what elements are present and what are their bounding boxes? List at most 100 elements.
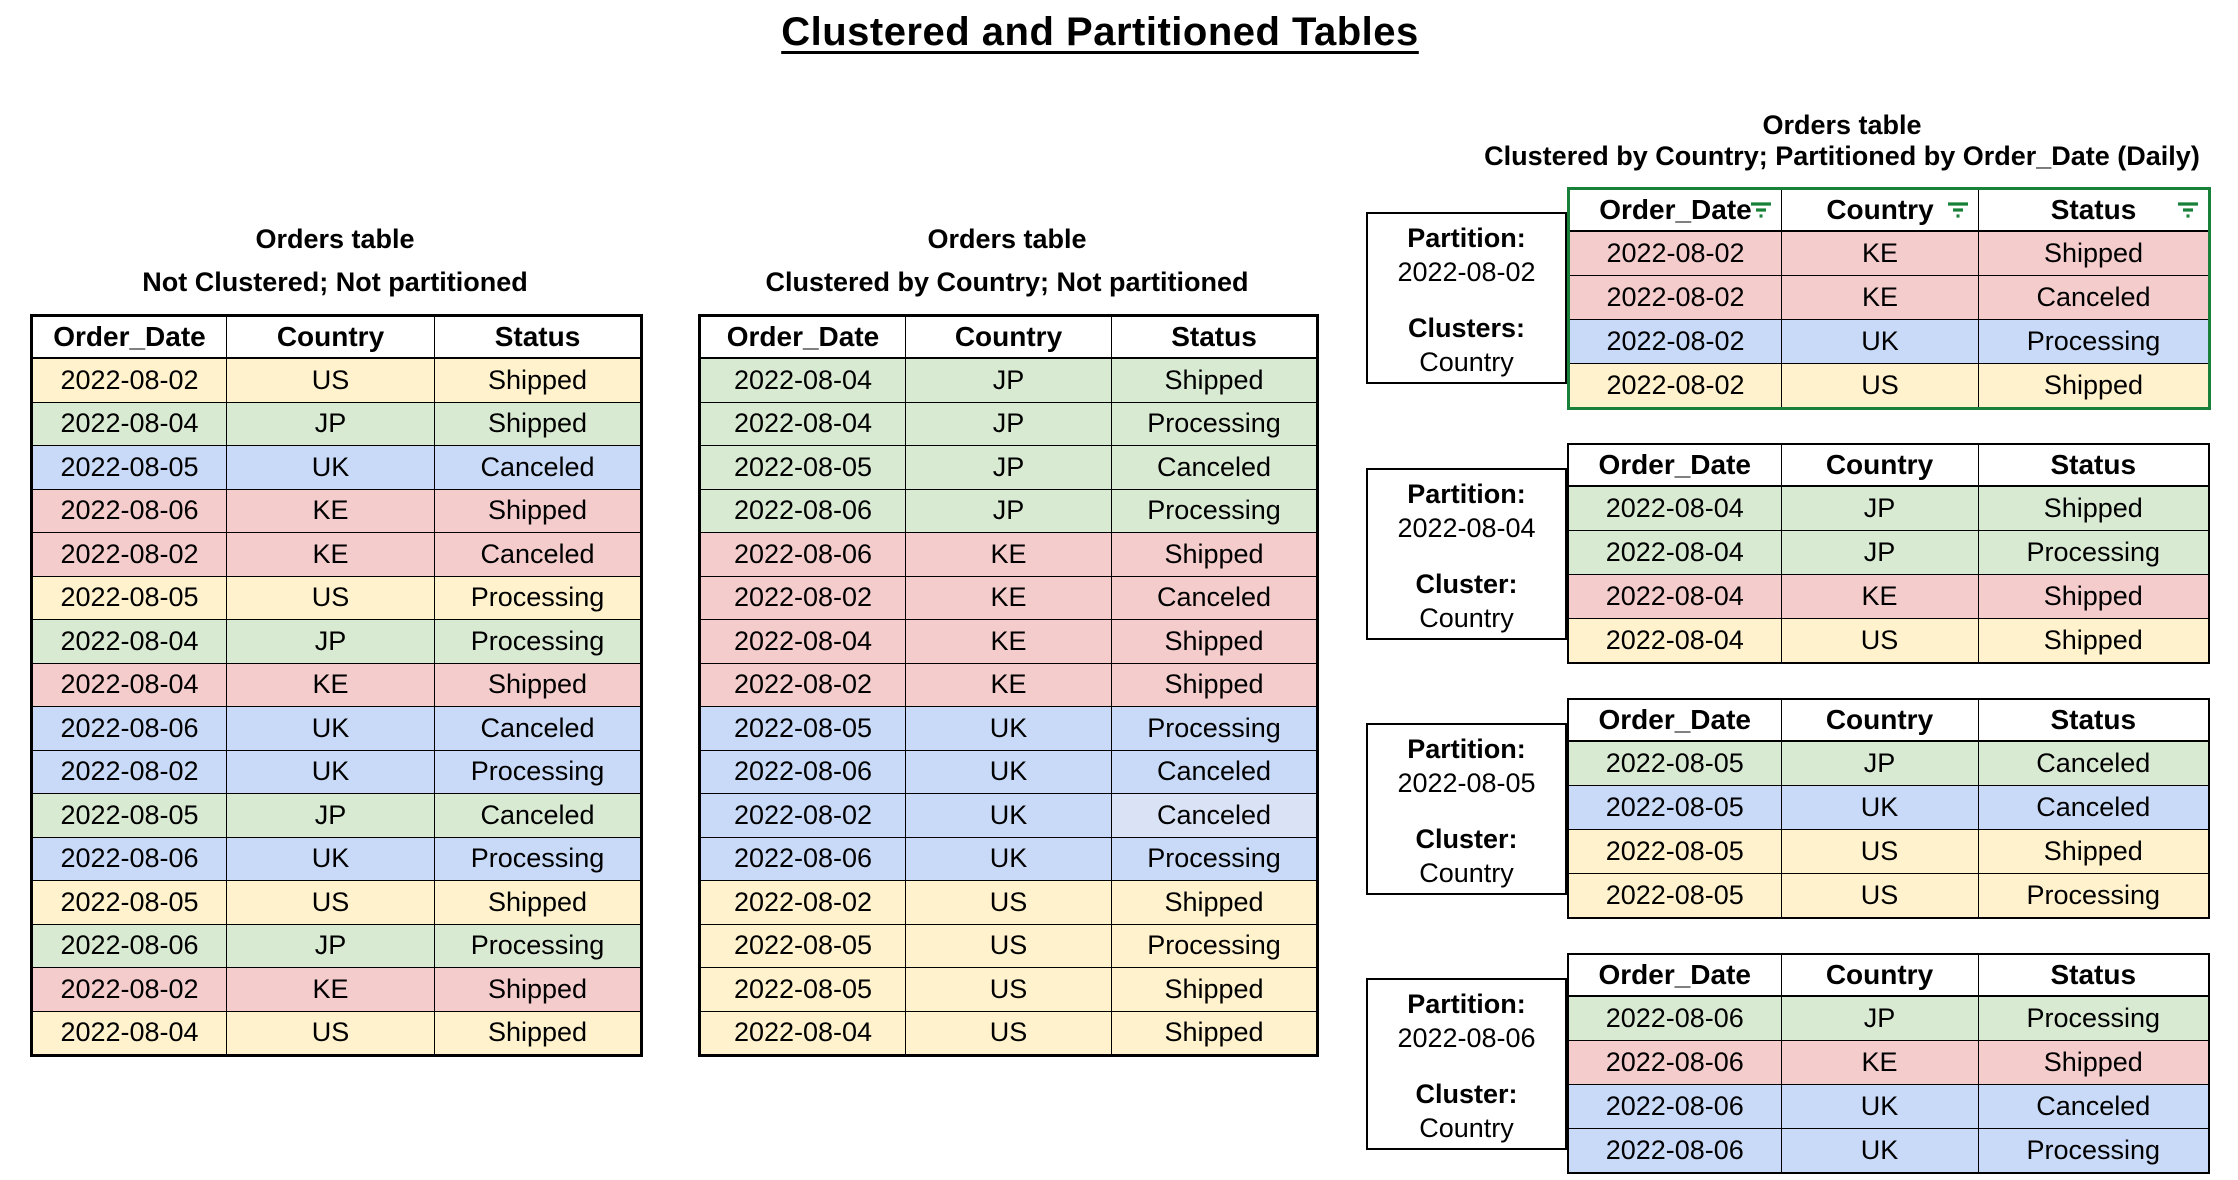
column-header-label: Country [954,321,1063,352]
cell-status: Shipped [1977,574,2210,619]
block-title: Orders table [927,224,1087,254]
cell-country: JP [1780,485,1979,531]
cell-order-date: 2022-08-04 [699,357,906,403]
cell-order-date: 2022-08-04 [31,1010,227,1056]
table-row: 2022-08-04 JP Processing [31,619,642,664]
cell-country: UK [905,793,1112,838]
table-block-clustered-partitioned: Orders table Clustered by Country; Parti… [1366,0,2211,1180]
cell-order-date: 2022-08-06 [31,836,227,881]
cell-status: Shipped [1111,1010,1318,1056]
cell-order-date: 2022-08-05 [1567,785,1782,830]
cell-status: Canceled [1977,1084,2210,1129]
cell-order-date: 2022-08-05 [699,967,906,1012]
table-row: 2022-08-06 KE Shipped [699,532,1318,577]
filter-icon [1751,202,1771,218]
cell-status: Processing [1977,995,2210,1041]
table-row: 2022-08-06 UK Canceled [699,749,1318,794]
cluster-value: Country [1419,858,1514,888]
cell-country: US [226,1010,435,1056]
cluster-label-pair: Clusters: Country [1368,311,1565,379]
table-row: 2022-08-02 US Shipped [1568,363,2210,409]
cell-status: Processing [1111,401,1318,446]
cluster-label-pair: Cluster: Country [1368,567,1565,635]
partition-label-box: Partition: 2022-08-06 Cluster: Country [1366,978,1567,1150]
cell-country: KE [226,532,435,577]
table-block-clustered: Orders table Clustered by Country; Not p… [698,222,1319,1057]
cell-order-date: 2022-08-02 [699,880,906,925]
column-header-label: Status [1171,321,1257,352]
cell-status: Processing [434,836,642,881]
table-row: 2022-08-05 US Shipped [1567,829,2210,874]
cell-country: US [226,880,435,925]
column-header-status: Status [1977,698,2210,742]
cell-country: US [905,923,1112,968]
column-header-country: Country [1781,188,1979,232]
cluster-value: Country [1419,603,1514,633]
table-row: 2022-08-02 US Shipped [699,880,1318,925]
partition-table-2022-08-05: Order_Date Country Status 2022-08-05 JP Cance… [1567,698,2210,919]
table-row: 2022-08-04 JP Shipped [31,401,642,446]
table-row: 2022-08-06 UK Processing [1567,1128,2210,1174]
cell-order-date: 2022-08-02 [699,575,906,620]
partition-label-pair: Partition: 2022-08-02 [1368,221,1565,289]
table-row: 2022-08-02 KE Shipped [1568,230,2210,276]
table-row: 2022-08-05 UK Canceled [31,445,642,490]
cell-country: JP [905,445,1112,490]
table-row: 2022-08-05 UK Processing [699,706,1318,751]
column-header-country: Country [226,315,435,359]
table-row: 2022-08-05 US Processing [1567,873,2210,919]
cell-status: Shipped [1977,829,2210,874]
block-title: Orders table [1762,110,1922,140]
cell-status: Shipped [1111,662,1318,707]
cell-status: Processing [434,749,642,794]
cell-country: KE [1781,275,1979,320]
table-row: 2022-08-04 JP Shipped [1567,485,2210,531]
cell-order-date: 2022-08-02 [699,662,906,707]
partition-label-pair: Partition: 2022-08-06 [1368,987,1565,1055]
cell-order-date: 2022-08-06 [31,706,227,751]
cell-order-date: 2022-08-06 [699,836,906,881]
column-header-status: Status [1978,188,2210,232]
cell-country: JP [905,488,1112,533]
column-header-label: Country [1825,704,1934,735]
header-row: Order_Date Country Status [31,315,642,359]
column-header-label: Status [2050,194,2137,225]
cluster-label: Cluster: [1415,824,1518,854]
cell-status: Canceled [1111,793,1318,838]
table-row: 2022-08-05 US Processing [31,575,642,620]
column-header-label: Order_Date [53,321,206,352]
cell-order-date: 2022-08-04 [31,401,227,446]
cell-country: JP [226,619,435,664]
column-header-country: Country [905,315,1112,359]
table-row: 2022-08-04 KE Shipped [1567,574,2210,619]
header-row: Order_Date Country Status [1567,443,2210,487]
cell-country: US [1780,873,1979,919]
cell-country: UK [1781,319,1979,364]
column-header-label: Order_Date [726,321,880,352]
table-row: 2022-08-06 UK Canceled [31,706,642,751]
cell-country: JP [226,923,435,968]
cell-status: Processing [1111,836,1318,881]
column-header-label: Order_Date [1599,194,1752,225]
partition-label: Partition: [1407,989,1526,1019]
cell-country: JP [1780,530,1979,575]
partition-value: 2022-08-06 [1397,1023,1536,1053]
column-header-label: Country [276,321,385,352]
cell-order-date: 2022-08-05 [1567,740,1782,786]
column-header-country: Country [1780,698,1979,742]
table-row: 2022-08-04 US Shipped [31,1010,642,1056]
cell-order-date: 2022-08-05 [31,793,227,838]
block-title: Orders table [255,224,415,254]
orders-table-not-clustered: Order_Date Country Status 2022-08-02 US Ship… [30,314,643,1057]
cell-order-date: 2022-08-05 [1567,829,1782,874]
cell-country: US [905,967,1112,1012]
cell-country: US [905,880,1112,925]
cell-order-date: 2022-08-04 [699,619,906,664]
table-row: 2022-08-02 KE Canceled [699,575,1318,620]
cell-status: Processing [1111,706,1318,751]
cell-status: Processing [434,619,642,664]
cell-status: Canceled [434,706,642,751]
cell-order-date: 2022-08-04 [699,401,906,446]
partition-group-2022-08-06: Partition: 2022-08-06 Cluster: Country Order… [1366,938,2210,1174]
cell-order-date: 2022-08-05 [31,445,227,490]
